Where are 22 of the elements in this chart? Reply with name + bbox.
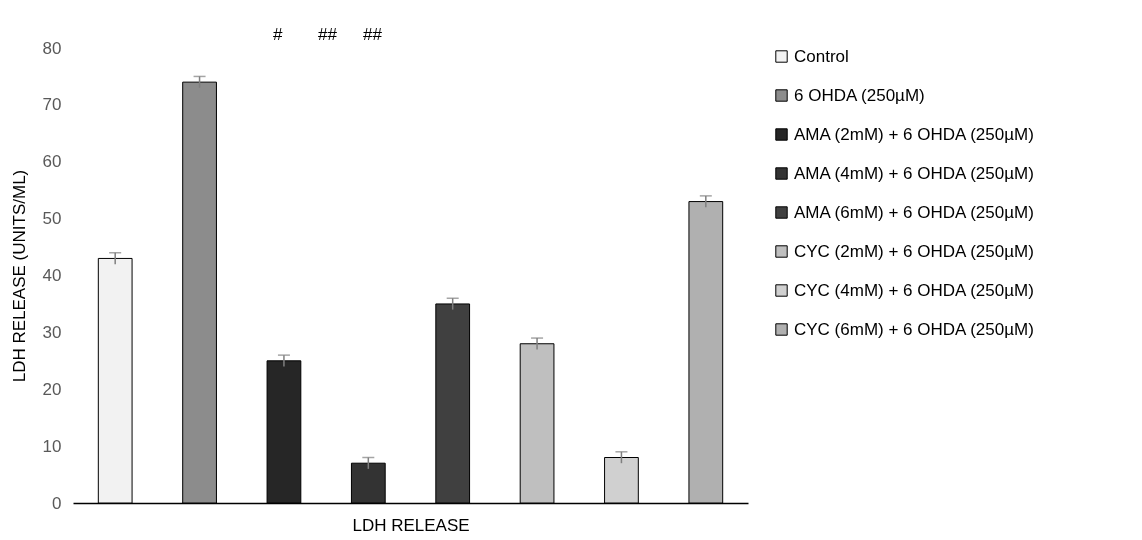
- y-tick-label: 70: [42, 95, 62, 115]
- text: #: [273, 25, 283, 44]
- y-tick-label: 30: [42, 322, 62, 342]
- y-tick-label: 80: [42, 38, 62, 58]
- legend-label: Control: [794, 46, 849, 66]
- legend-label: CYC (2mM) + 6 OHDA (250µM): [794, 241, 1034, 261]
- legend-label: CYC (4mM) + 6 OHDA (250µM): [794, 280, 1034, 300]
- y-tick-label: 60: [42, 152, 62, 172]
- legend-label: AMA (2mM) + 6 OHDA (250µM): [794, 124, 1034, 144]
- text: ##: [318, 25, 338, 44]
- y-tick-label: 20: [42, 379, 62, 399]
- legend-label: AMA (4mM) + 6 OHDA (250µM): [794, 163, 1034, 183]
- y-tick-label: 40: [42, 266, 62, 285]
- legend-label: AMA (6mM) + 6 OHDA (250µM): [794, 202, 1034, 222]
- y-tick-label: 50: [42, 209, 62, 229]
- y-axis-title: LDH RELEASE (UNITS/ML): [9, 169, 29, 383]
- y-tick-label: 10: [42, 436, 62, 456]
- text: ##: [363, 25, 383, 44]
- legend-label: 6 OHDA (250µM): [794, 85, 925, 105]
- x-axis-title: LDH RELEASE: [352, 515, 470, 535]
- y-tick-label: 0: [52, 493, 62, 513]
- legend-label: CYC (6mM) + 6 OHDA (250µM): [794, 319, 1034, 339]
